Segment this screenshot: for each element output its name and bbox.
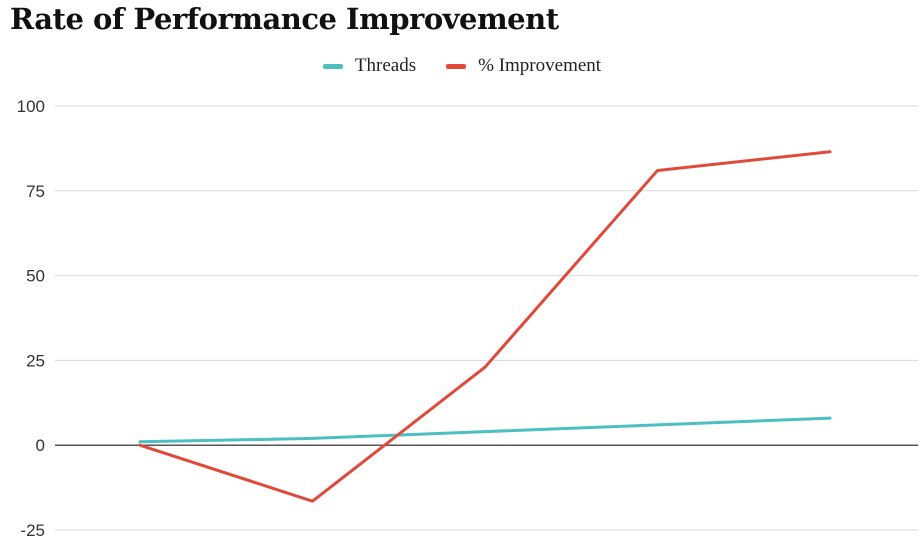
- y-tick-label: 25: [26, 351, 45, 370]
- data-point-improvement[interactable]: [134, 439, 146, 451]
- series-line-improvement[interactable]: [138, 150, 832, 503]
- grid-lines: [55, 105, 918, 531]
- legend-label-improvement: % Improvement: [478, 55, 602, 76]
- data-point-threads[interactable]: [824, 412, 836, 424]
- data-point-improvement[interactable]: [307, 495, 319, 507]
- data-point-threads[interactable]: [652, 419, 664, 431]
- legend-swatch-improvement: [446, 63, 467, 69]
- chart-title: Rate of Performance Improvement: [10, 2, 559, 36]
- legend-label-threads: Threads: [354, 55, 417, 76]
- data-point-improvement[interactable]: [824, 146, 836, 158]
- y-tick-label: 0: [36, 436, 45, 455]
- data-point-threads[interactable]: [307, 432, 319, 444]
- y-tick-label: 75: [26, 182, 45, 201]
- legend-swatch-threads: [322, 63, 343, 69]
- y-tick-label: 50: [26, 267, 45, 286]
- y-tick-label: 100: [17, 97, 45, 116]
- data-point-threads[interactable]: [479, 426, 491, 438]
- y-axis-ticks: 100 75 50 25 0 -25: [17, 97, 45, 540]
- y-tick-label: -25: [20, 521, 45, 540]
- series-line-threads[interactable]: [138, 416, 832, 444]
- legend-item-threads[interactable]: Threads: [322, 55, 417, 77]
- data-point-improvement[interactable]: [479, 361, 491, 373]
- chart-legend: Threads % Improvement: [0, 54, 924, 78]
- legend-item-improvement[interactable]: % Improvement: [446, 55, 601, 77]
- data-point-improvement[interactable]: [652, 164, 664, 176]
- series-lines: [134, 146, 836, 507]
